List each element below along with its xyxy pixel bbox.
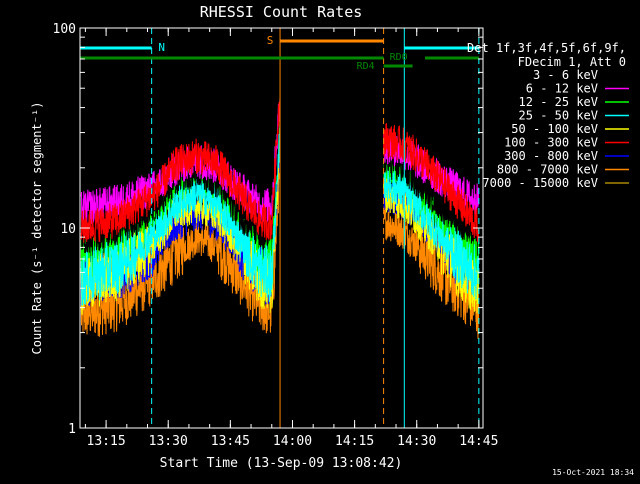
legend-entry-25-50-kev: 25 - 50 keV — [519, 109, 598, 123]
legend-entry-7000-15000-kev: 7000 - 15000 keV — [482, 176, 598, 190]
chart-title: RHESSI Count Rates — [200, 3, 363, 21]
y-tick-label: 1 — [68, 422, 76, 437]
y-axis-ticks: 1 10 100 — [53, 22, 483, 437]
series-line-25-50-kev — [80, 122, 281, 306]
series-line-25-50-kev-after-gap — [383, 165, 480, 300]
x-tick-label: 14:45 — [459, 434, 498, 449]
series-line-100-300-kev — [80, 102, 281, 243]
y-tick-label: 100 — [53, 22, 76, 37]
x-tick-label: 13:45 — [211, 434, 250, 449]
legend: Det 1f,3f,4f,5f,6f,9f,FDecim 1, Att 03 -… — [467, 41, 629, 190]
decimation-label-rd0: RD0 — [390, 52, 408, 63]
legend-entry-800-7000-kev: 800 - 7000 keV — [497, 163, 598, 177]
x-axis-label: Start Time (13-Sep-09 13:08:42) — [160, 456, 403, 471]
legend-entry-50-100-kev: 50 - 100 keV — [511, 122, 598, 136]
footer-timestamp: 15-Oct-2021 18:34 — [552, 468, 634, 477]
decimation-label-rd4: RD4 — [357, 61, 375, 72]
series-curves — [80, 99, 480, 339]
x-tick-label: 14:15 — [335, 434, 374, 449]
x-tick-label: 14:30 — [397, 434, 436, 449]
y-axis-label: Count Rate (s⁻¹ detector segment⁻¹) — [30, 102, 44, 355]
y-tick-label: 10 — [60, 222, 76, 237]
legend-entry-100-300-kev: 100 - 300 keV — [504, 136, 598, 150]
legend-header-line-2: FDecim 1, Att 0 — [518, 55, 626, 69]
legend-header-line-1: Det 1f,3f,4f,5f,6f,9f, — [467, 41, 626, 55]
x-tick-label: 14:00 — [273, 434, 312, 449]
saa-label: S — [267, 34, 274, 47]
legend-entry-300-800-kev: 300 - 800 keV — [504, 149, 598, 163]
x-axis-ticks: 13:15 13:30 13:45 14:00 14:15 14:30 14:45 — [84, 28, 498, 449]
night-label: N — [158, 41, 165, 54]
series-line-100-300-kev-after-gap — [383, 123, 480, 243]
x-tick-label: 13:15 — [87, 434, 126, 449]
legend-entry-6-12-kev: 6 - 12 keV — [526, 82, 598, 96]
legend-entry-3-6-kev: 3 - 6 keV — [533, 68, 598, 82]
legend-entry-12-25-kev: 12 - 25 keV — [519, 95, 598, 109]
x-tick-label: 13:30 — [149, 434, 188, 449]
